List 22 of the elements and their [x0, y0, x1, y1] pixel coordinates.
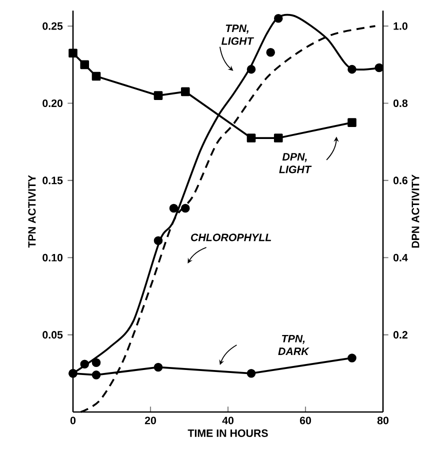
- series-label: CHLOROPHYLL: [191, 234, 272, 242]
- y-tick-label: 0.10: [42, 254, 63, 262]
- y2-axis-title: DPN ACTIVITY: [412, 174, 420, 248]
- x-tick-label: 0: [70, 416, 76, 424]
- series-label: TPN, DARK: [278, 334, 310, 355]
- x-tick-label: 60: [300, 416, 311, 424]
- y-tick-label: 0.05: [42, 331, 63, 339]
- series-label: TPN, LIGHT: [221, 24, 254, 45]
- y-tick-label: 0.20: [42, 100, 63, 108]
- y2-tick-label: 0.4: [393, 254, 408, 262]
- y-tick-label: 0.15: [42, 176, 63, 184]
- y-axis-title: TPN ACTIVITY: [28, 175, 36, 248]
- y2-tick-label: 1.0: [394, 22, 408, 30]
- x-tick-label: 40: [222, 416, 234, 424]
- y2-tick-label: 0.8: [393, 100, 408, 108]
- y2-tick-label: 0.6: [393, 176, 408, 184]
- x-tick-label: 80: [377, 416, 388, 424]
- x-axis-title: TIME IN HOURS: [188, 429, 268, 437]
- series-label: DPN, LIGHT: [279, 153, 312, 174]
- y2-tick-label: 0.2: [393, 331, 408, 339]
- x-tick-label: 20: [144, 416, 156, 424]
- y-tick-label: 0.25: [42, 22, 63, 30]
